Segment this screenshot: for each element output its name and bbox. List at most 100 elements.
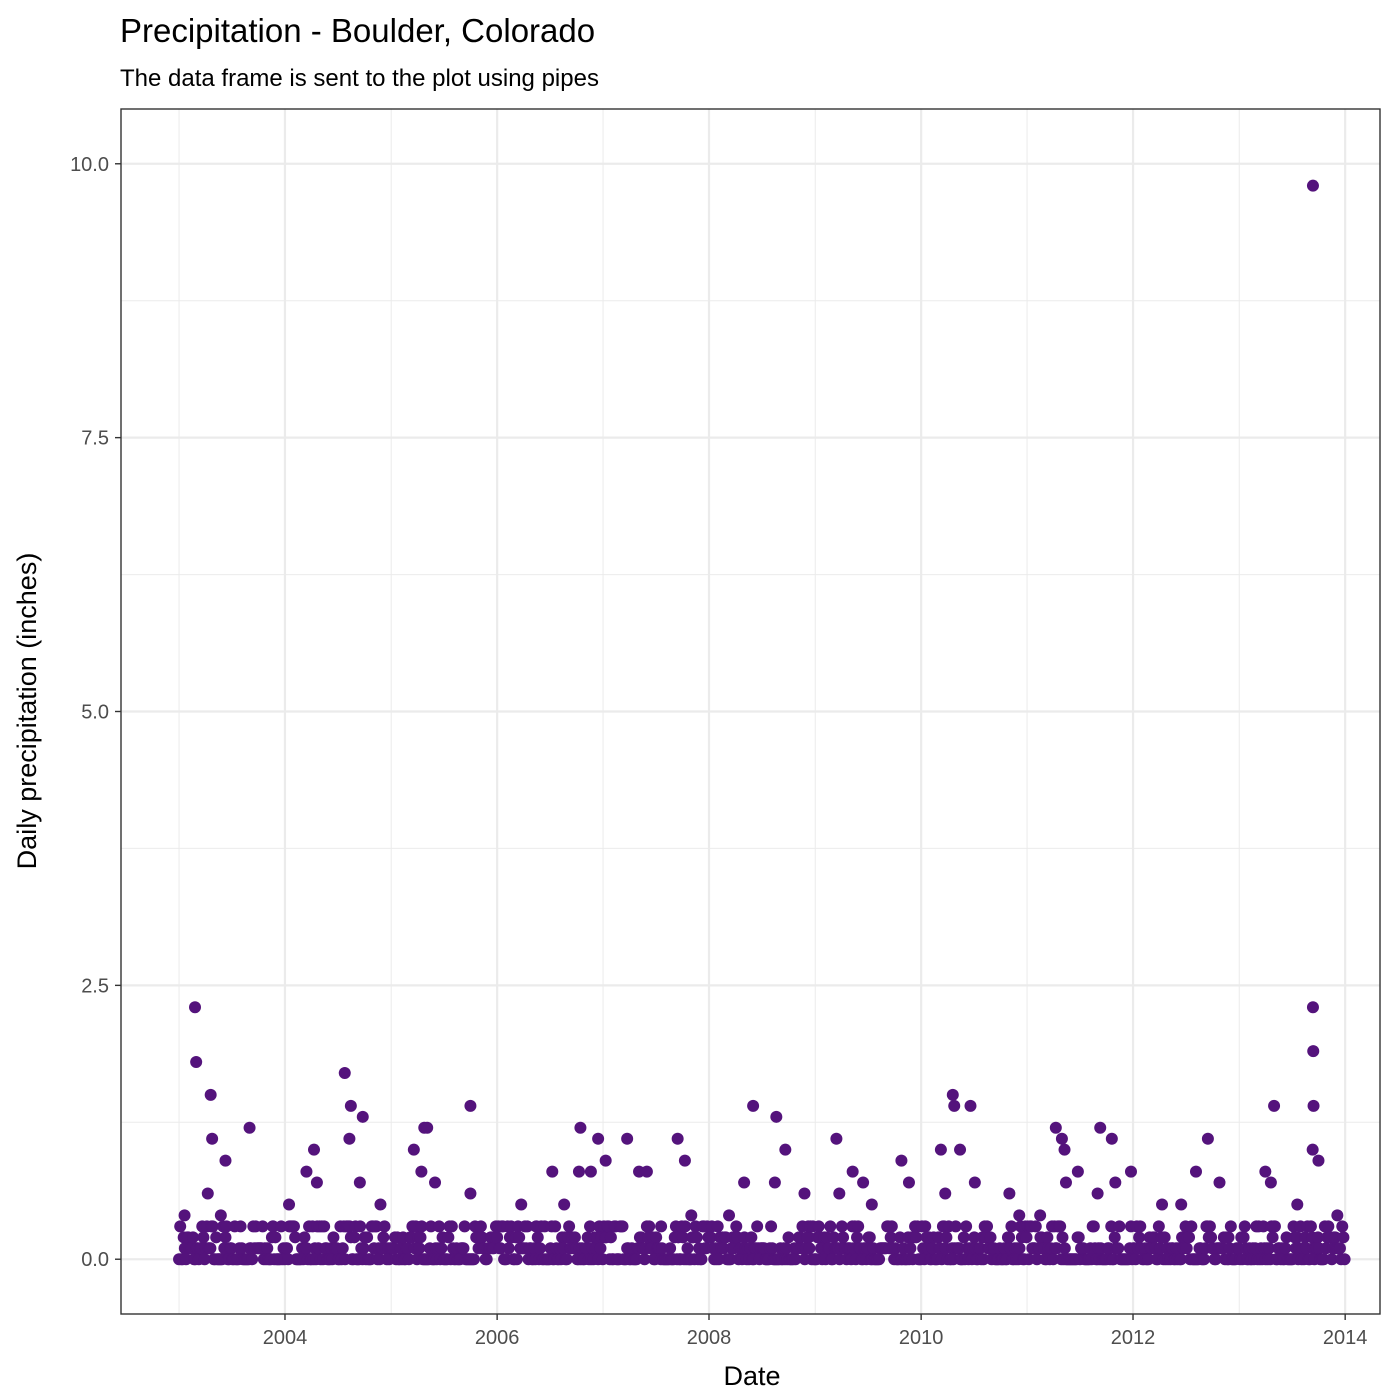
data-point (563, 1220, 576, 1233)
data-point (1109, 1176, 1122, 1189)
data-point (572, 1165, 585, 1178)
data-point (1175, 1198, 1188, 1211)
data-point (968, 1176, 981, 1189)
data-point (621, 1132, 634, 1145)
data-point (1291, 1198, 1304, 1211)
data-point (1213, 1176, 1226, 1189)
data-point (664, 1242, 677, 1255)
data-point (1013, 1209, 1026, 1222)
data-point (201, 1187, 214, 1200)
data-point (1205, 1231, 1218, 1244)
x-axis-title: Date (723, 1361, 780, 1391)
data-point (356, 1110, 369, 1123)
data-point (679, 1220, 692, 1233)
data-point (415, 1165, 428, 1178)
data-point (261, 1242, 274, 1255)
data-point (521, 1220, 534, 1233)
data-point (357, 1242, 370, 1255)
data-point (1003, 1231, 1016, 1244)
data-point (638, 1253, 651, 1266)
data-point (1133, 1231, 1146, 1244)
data-point (1156, 1198, 1169, 1211)
data-point (407, 1143, 420, 1156)
chart-subtitle: The data frame is sent to the plot using… (120, 65, 599, 92)
data-point (1049, 1121, 1062, 1134)
data-point (1307, 1045, 1320, 1058)
data-point (348, 1231, 361, 1244)
data-point (1054, 1220, 1067, 1233)
data-point (745, 1231, 758, 1244)
data-point (1152, 1220, 1165, 1233)
data-point (770, 1110, 783, 1123)
data-point (1201, 1132, 1214, 1145)
data-point (957, 1231, 970, 1244)
y-tick-label: 10.0 (70, 154, 109, 176)
data-point (458, 1220, 471, 1233)
data-point (902, 1176, 915, 1189)
data-point (984, 1231, 997, 1244)
data-point (1259, 1165, 1272, 1178)
data-point (206, 1132, 219, 1145)
data-point (1058, 1242, 1071, 1255)
data-point (243, 1121, 256, 1134)
data-point (768, 1176, 781, 1189)
data-point (738, 1176, 751, 1189)
data-point (354, 1220, 367, 1233)
data-point (344, 1099, 357, 1112)
data-point (711, 1220, 724, 1233)
data-point (210, 1231, 223, 1244)
data-point (1311, 1231, 1324, 1244)
data-point (1029, 1220, 1042, 1233)
data-point (219, 1231, 232, 1244)
data-point (1312, 1154, 1325, 1167)
data-point (751, 1220, 764, 1233)
data-point (546, 1165, 559, 1178)
data-point (198, 1253, 211, 1266)
y-axis-title: Daily precipitation (inches) (12, 553, 42, 870)
data-point (1333, 1242, 1346, 1255)
data-point (960, 1220, 973, 1233)
data-point (246, 1253, 259, 1266)
data-point (1124, 1165, 1137, 1178)
data-point (1306, 179, 1319, 192)
data-point (1268, 1220, 1281, 1233)
data-point (1108, 1231, 1121, 1244)
data-point (723, 1209, 736, 1222)
data-point (361, 1231, 374, 1244)
data-point (1183, 1231, 1196, 1244)
data-point (1105, 1132, 1118, 1145)
data-point (414, 1231, 427, 1244)
data-point (835, 1220, 848, 1233)
data-point (827, 1231, 840, 1244)
data-point (824, 1220, 837, 1233)
data-point (830, 1132, 843, 1145)
data-point (219, 1154, 232, 1167)
data-point (1264, 1176, 1277, 1189)
data-point (429, 1176, 442, 1189)
data-point (895, 1154, 908, 1167)
y-tick-label: 2.5 (81, 975, 109, 997)
data-point (954, 1143, 967, 1156)
data-point (798, 1187, 811, 1200)
data-point (1266, 1231, 1279, 1244)
data-point (549, 1220, 562, 1233)
data-point (837, 1231, 850, 1244)
data-point (1134, 1220, 1147, 1233)
data-point (604, 1231, 617, 1244)
data-point (1189, 1165, 1202, 1178)
data-point (378, 1220, 391, 1233)
data-point (803, 1242, 816, 1255)
data-point (592, 1132, 605, 1145)
data-point (1056, 1231, 1069, 1244)
data-point (1306, 1001, 1319, 1014)
data-point (435, 1242, 448, 1255)
data-point (289, 1231, 302, 1244)
data-point (730, 1220, 743, 1233)
data-point (234, 1220, 247, 1233)
data-point (1307, 1099, 1320, 1112)
data-point (863, 1231, 876, 1244)
data-point (457, 1242, 470, 1255)
data-point (515, 1198, 528, 1211)
data-point (1237, 1231, 1250, 1244)
